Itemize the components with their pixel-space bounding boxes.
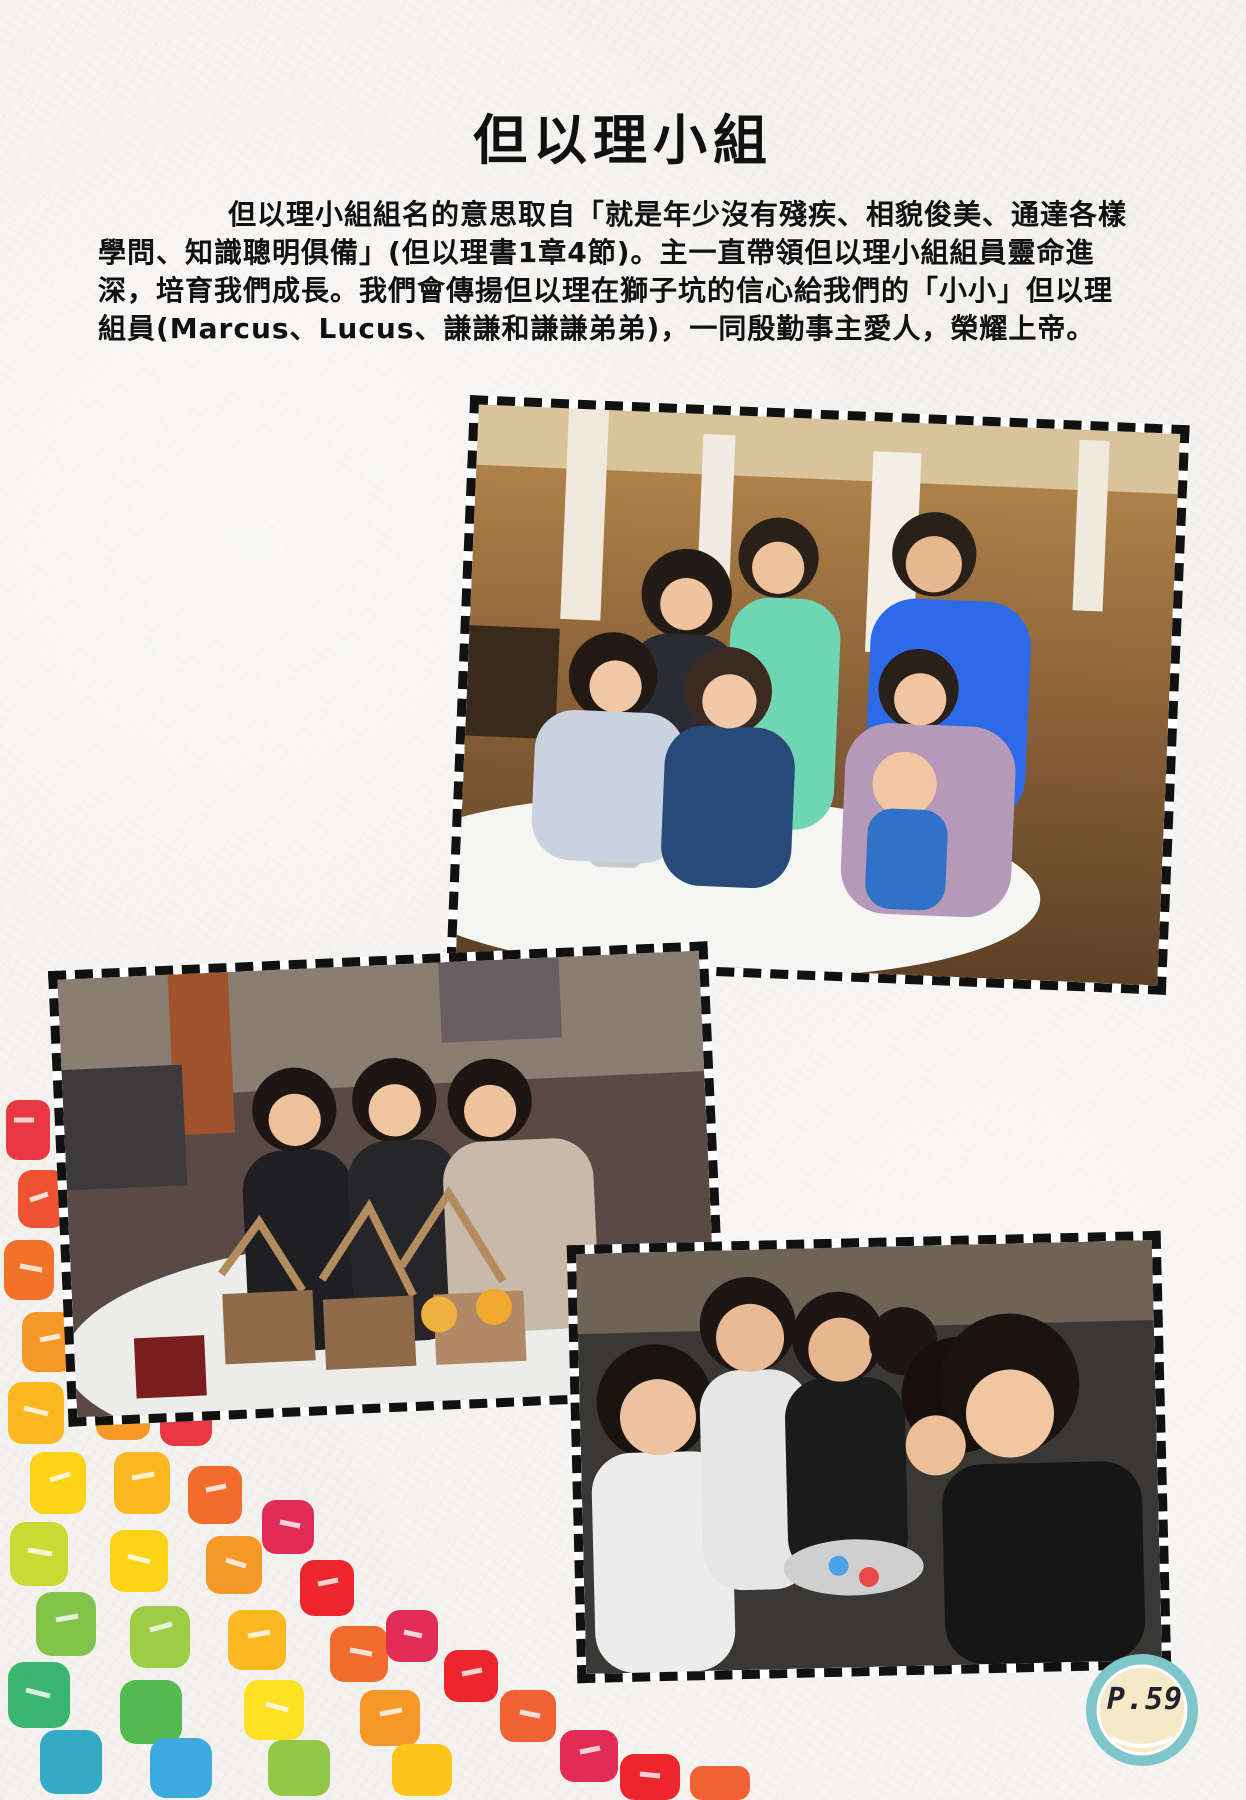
photo-toast-group [566, 1230, 1172, 1684]
photo-banquet-group [47, 941, 729, 1427]
banquet-photo-image [57, 950, 719, 1418]
photo-restaurant-group [446, 395, 1190, 995]
page-number: P.59 [1106, 1682, 1184, 1717]
toast-photo-image [575, 1240, 1163, 1674]
restaurant-photo-image [455, 404, 1181, 986]
page-title: 但以理小組 [473, 109, 773, 172]
anniversary-badge [1086, 1654, 1198, 1766]
intro-paragraph: 但以理小組組名的意思取自「就是年少沒有殘疾、相貌俊美、通達各樣學問、知識聰明俱備… [98, 198, 1128, 345]
